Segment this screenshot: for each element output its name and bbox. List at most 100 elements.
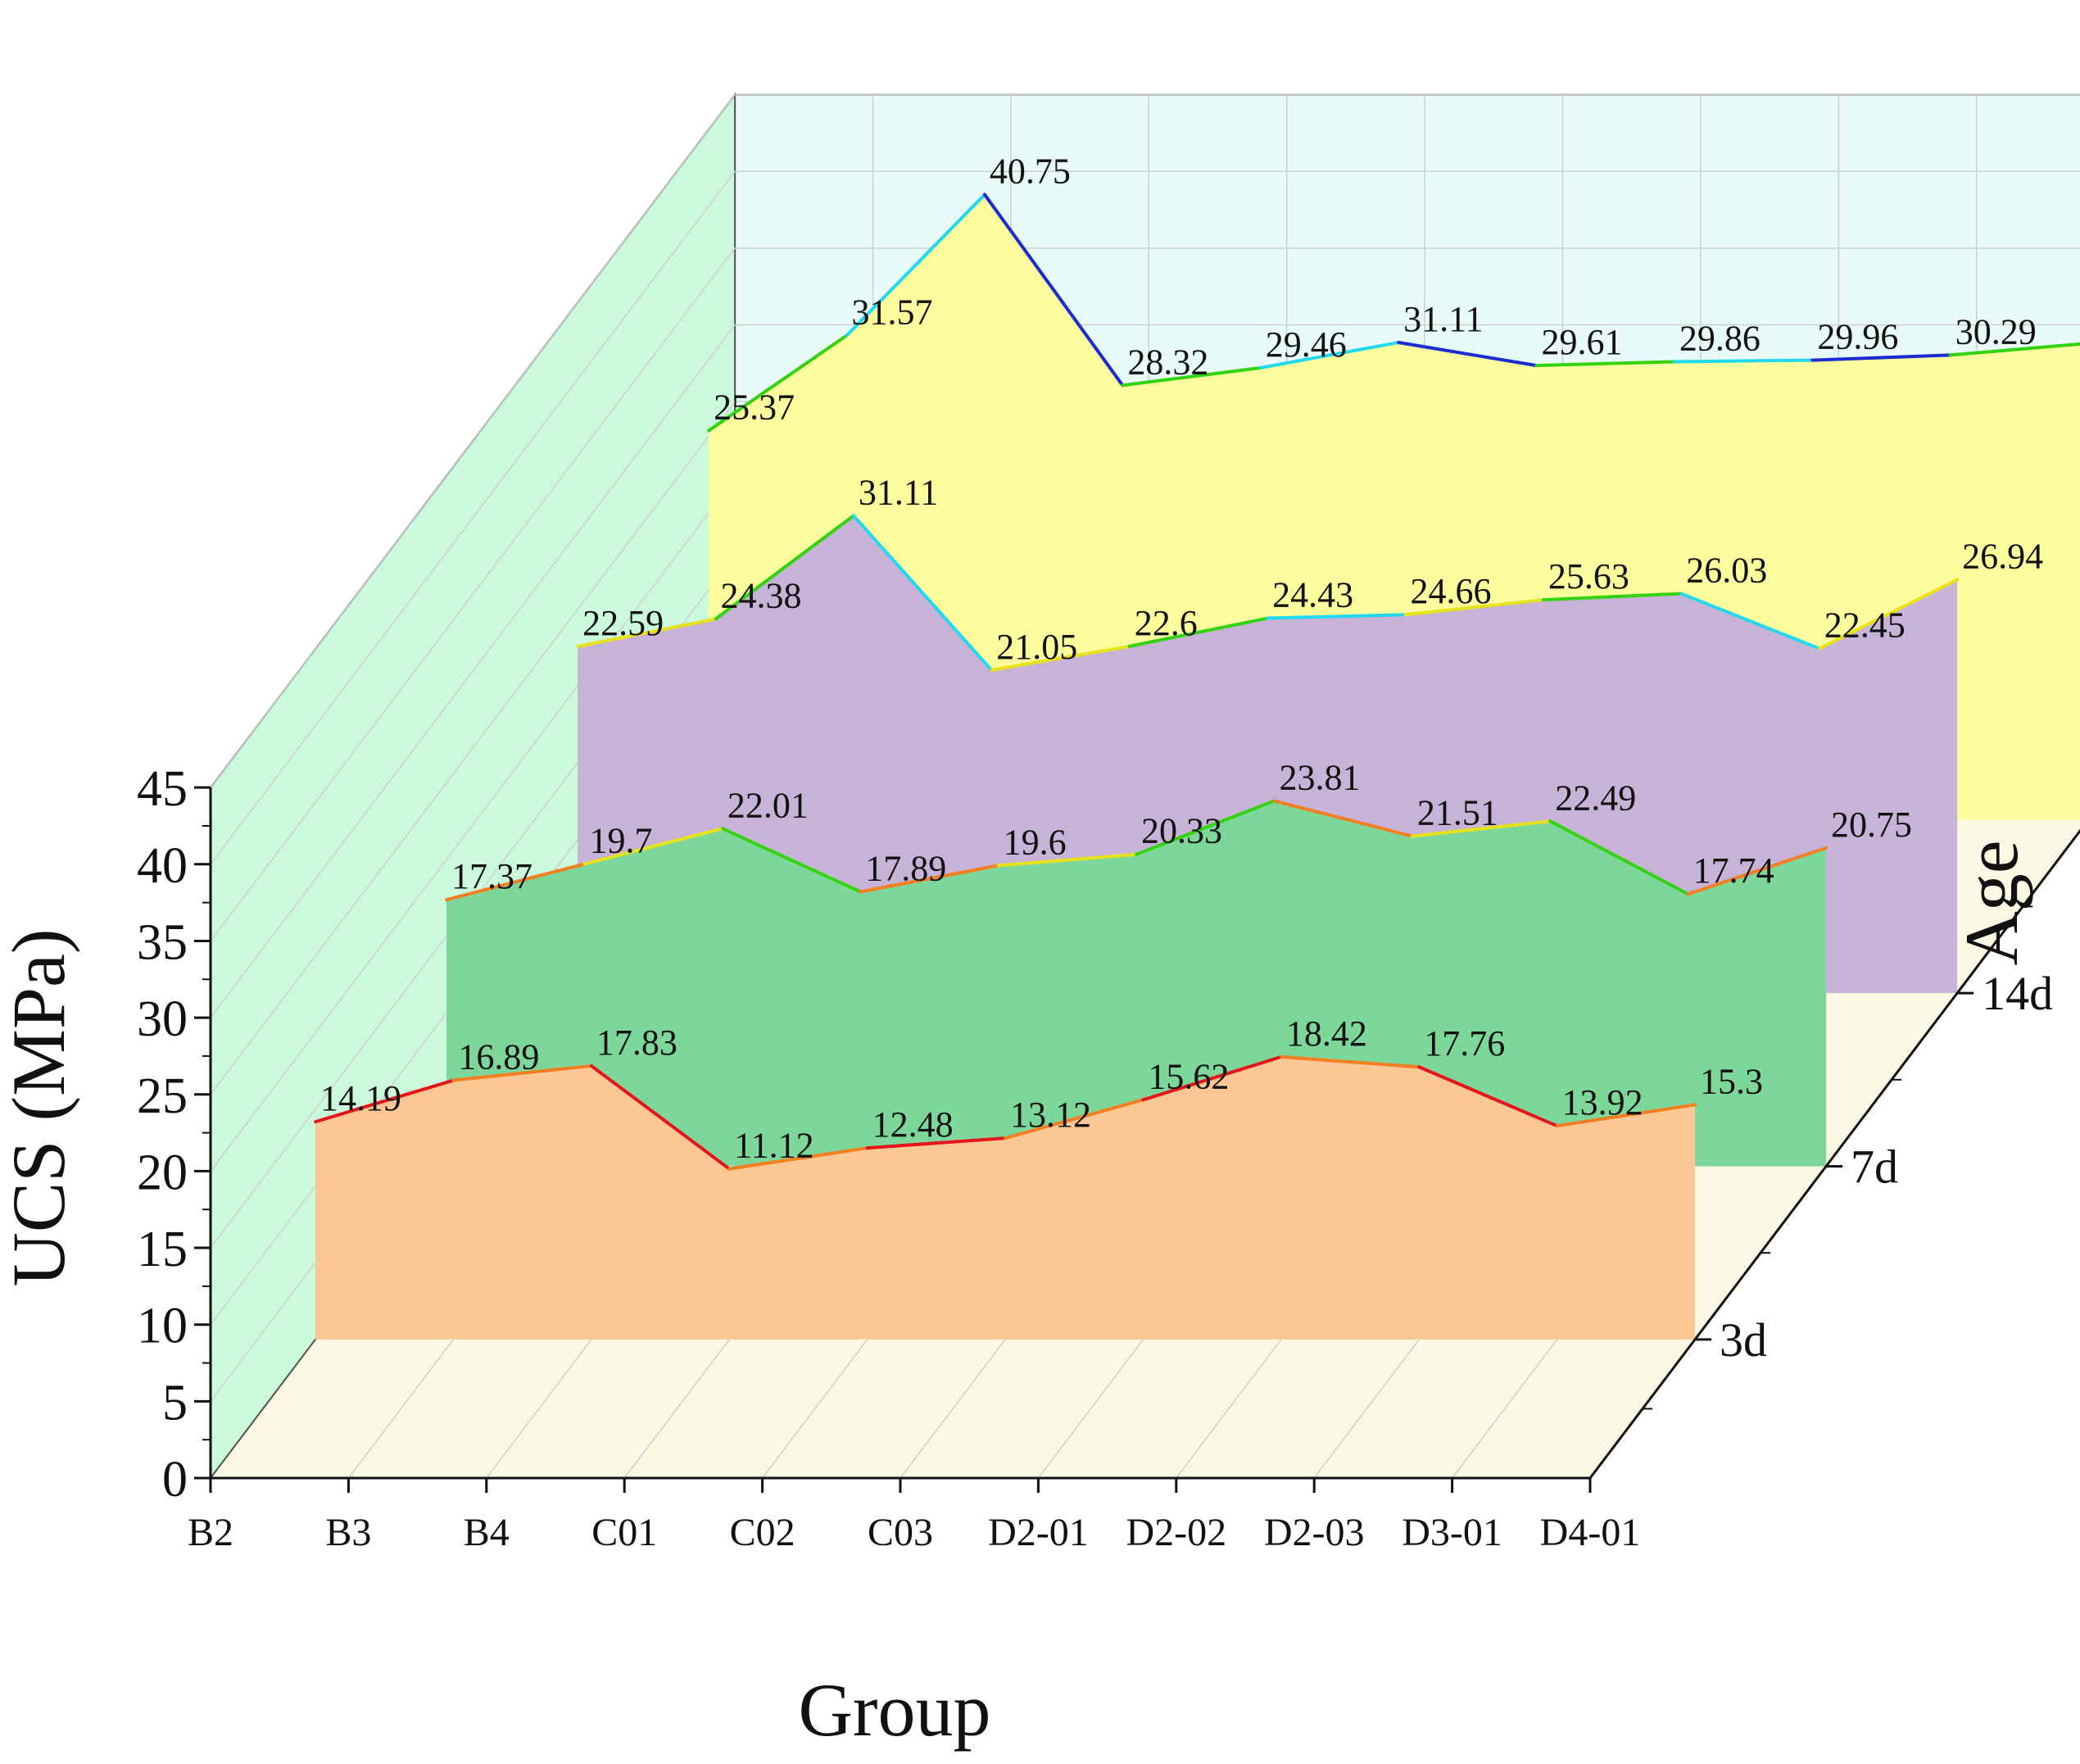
series-line-segment [1948, 342, 2080, 357]
data-label: 40.75 [990, 151, 1071, 191]
y-tick-label: 20 [137, 1145, 188, 1200]
data-label: 17.76 [1424, 1023, 1505, 1063]
series-line-segment [1555, 1103, 1697, 1128]
data-label: 22.49 [1555, 778, 1636, 818]
series-line-segment [1548, 819, 1690, 896]
series-line-segment [582, 827, 724, 866]
data-label: 13.12 [1010, 1095, 1091, 1135]
data-label: 22.45 [1824, 605, 1906, 646]
series-line-segment [1272, 799, 1414, 838]
y-grid-line [210, 170, 2080, 865]
chart-labels: 25.37 31.57 40.75 28.32 29.46 31.11 29.61 29.86… [320, 151, 2043, 1166]
data-label: 11.12 [734, 1126, 813, 1166]
z-tick-label: 14d [1982, 967, 2053, 1020]
series-line-segment [990, 644, 1131, 672]
data-label: 14.19 [320, 1078, 401, 1118]
data-label: 17.89 [865, 848, 946, 888]
data-label: 26.03 [1686, 551, 1767, 591]
data-label: 22.01 [727, 785, 809, 825]
data-label: 29.86 [1679, 318, 1761, 358]
data-label: 19.6 [1004, 822, 1067, 862]
data-label: 16.89 [458, 1037, 539, 1077]
series-line-segment [445, 862, 587, 902]
x-tick-label: D2-03 [1264, 1511, 1365, 1554]
y-tick-label: 0 [162, 1452, 188, 1508]
data-label: 20.33 [1141, 811, 1222, 851]
series-line-segment [714, 514, 855, 621]
y-grid-line [210, 247, 2080, 941]
data-label: 28.32 [1127, 342, 1208, 382]
x-tick-label: D4-01 [1540, 1511, 1641, 1554]
y-tick-label: 10 [137, 1299, 188, 1354]
y-tick-label: 25 [137, 1068, 188, 1124]
series-line-segment [1686, 846, 1828, 896]
series-line-segment [1266, 613, 1407, 620]
z-axis-title: Age [1950, 840, 2033, 965]
data-label: 29.46 [1266, 324, 1347, 365]
series-line-segment [1127, 616, 1270, 648]
data-label: 22.6 [1135, 603, 1198, 643]
z-tick-label: 7d [1851, 1140, 1898, 1194]
data-label: 29.96 [1817, 317, 1898, 357]
series-line-segment [720, 827, 863, 894]
data-label: 20.75 [1831, 805, 1912, 845]
series-line-segment [1417, 1065, 1559, 1128]
x-tick-label: B2 [188, 1511, 233, 1554]
data-label: 25.63 [1548, 556, 1629, 596]
data-label: 24.38 [720, 575, 801, 615]
data-label: 15.62 [1148, 1056, 1229, 1096]
data-label: 21.05 [996, 627, 1077, 667]
z-axis-line [1588, 828, 2080, 1479]
series-line-segment [707, 333, 849, 433]
data-label: 19.7 [589, 821, 652, 861]
data-label: 25.37 [714, 388, 795, 428]
series-line-segment [1410, 819, 1552, 838]
series-line-segment [1403, 598, 1545, 617]
x-tick-label: D2-02 [1126, 1511, 1226, 1554]
series-line-segment [1135, 799, 1276, 856]
x-tick-label: C01 [591, 1511, 657, 1554]
data-label: 22.59 [582, 603, 664, 643]
series-line-segment [996, 852, 1139, 868]
y-tick-label: 45 [137, 761, 188, 817]
data-label: 24.43 [1272, 575, 1353, 615]
z-tick-label: 3d [1720, 1313, 1767, 1367]
series-line-segment [982, 193, 1125, 388]
data-label: 21.51 [1417, 793, 1498, 833]
series-line-segment [1679, 592, 1821, 651]
x-tick-label: B4 [464, 1511, 510, 1554]
x-tick-label: B3 [325, 1511, 371, 1554]
series-line-segment [865, 1136, 1008, 1150]
data-label: 31.11 [859, 472, 938, 512]
data-label: 26.94 [1962, 537, 2043, 577]
x-tick-label: C03 [868, 1511, 933, 1554]
series-line-segment [1810, 353, 1952, 362]
data-label: 31.11 [1403, 299, 1483, 339]
data-label: 13.92 [1562, 1082, 1643, 1122]
series-line-segment [1279, 1054, 1421, 1069]
series-line-segment [1141, 1054, 1283, 1102]
series-line-segment [1397, 341, 1538, 368]
data-label: 24.66 [1410, 571, 1491, 611]
series-line-segment [727, 1146, 869, 1171]
x-tick-label: C02 [730, 1511, 795, 1554]
series-line-segment [859, 864, 1000, 894]
x-tick-label: D2-01 [988, 1511, 1089, 1554]
data-label: 29.61 [1542, 322, 1623, 362]
chart-series [314, 193, 2080, 1340]
data-label: 15.3 [1700, 1061, 1763, 1101]
series-line-segment [1541, 592, 1683, 602]
series-line-segment [845, 193, 986, 338]
data-label: 17.37 [451, 856, 532, 896]
data-label: 31.57 [852, 292, 933, 332]
y-tick-label: 35 [137, 914, 188, 970]
y-grid-line [210, 324, 2080, 1018]
series-area-7d [446, 800, 1827, 1167]
chart-axes: 0 5 10 15 20 25 30 35 40 45 B2 B3 B4 C01 C02 C03 D2-01 D2… [137, 761, 2080, 1554]
series-area-3d [315, 1056, 1695, 1340]
series-line-segment [1121, 365, 1262, 388]
y-tick-label: 5 [162, 1375, 188, 1431]
series-line-segment [314, 1078, 455, 1124]
series-line-segment [589, 1063, 732, 1171]
